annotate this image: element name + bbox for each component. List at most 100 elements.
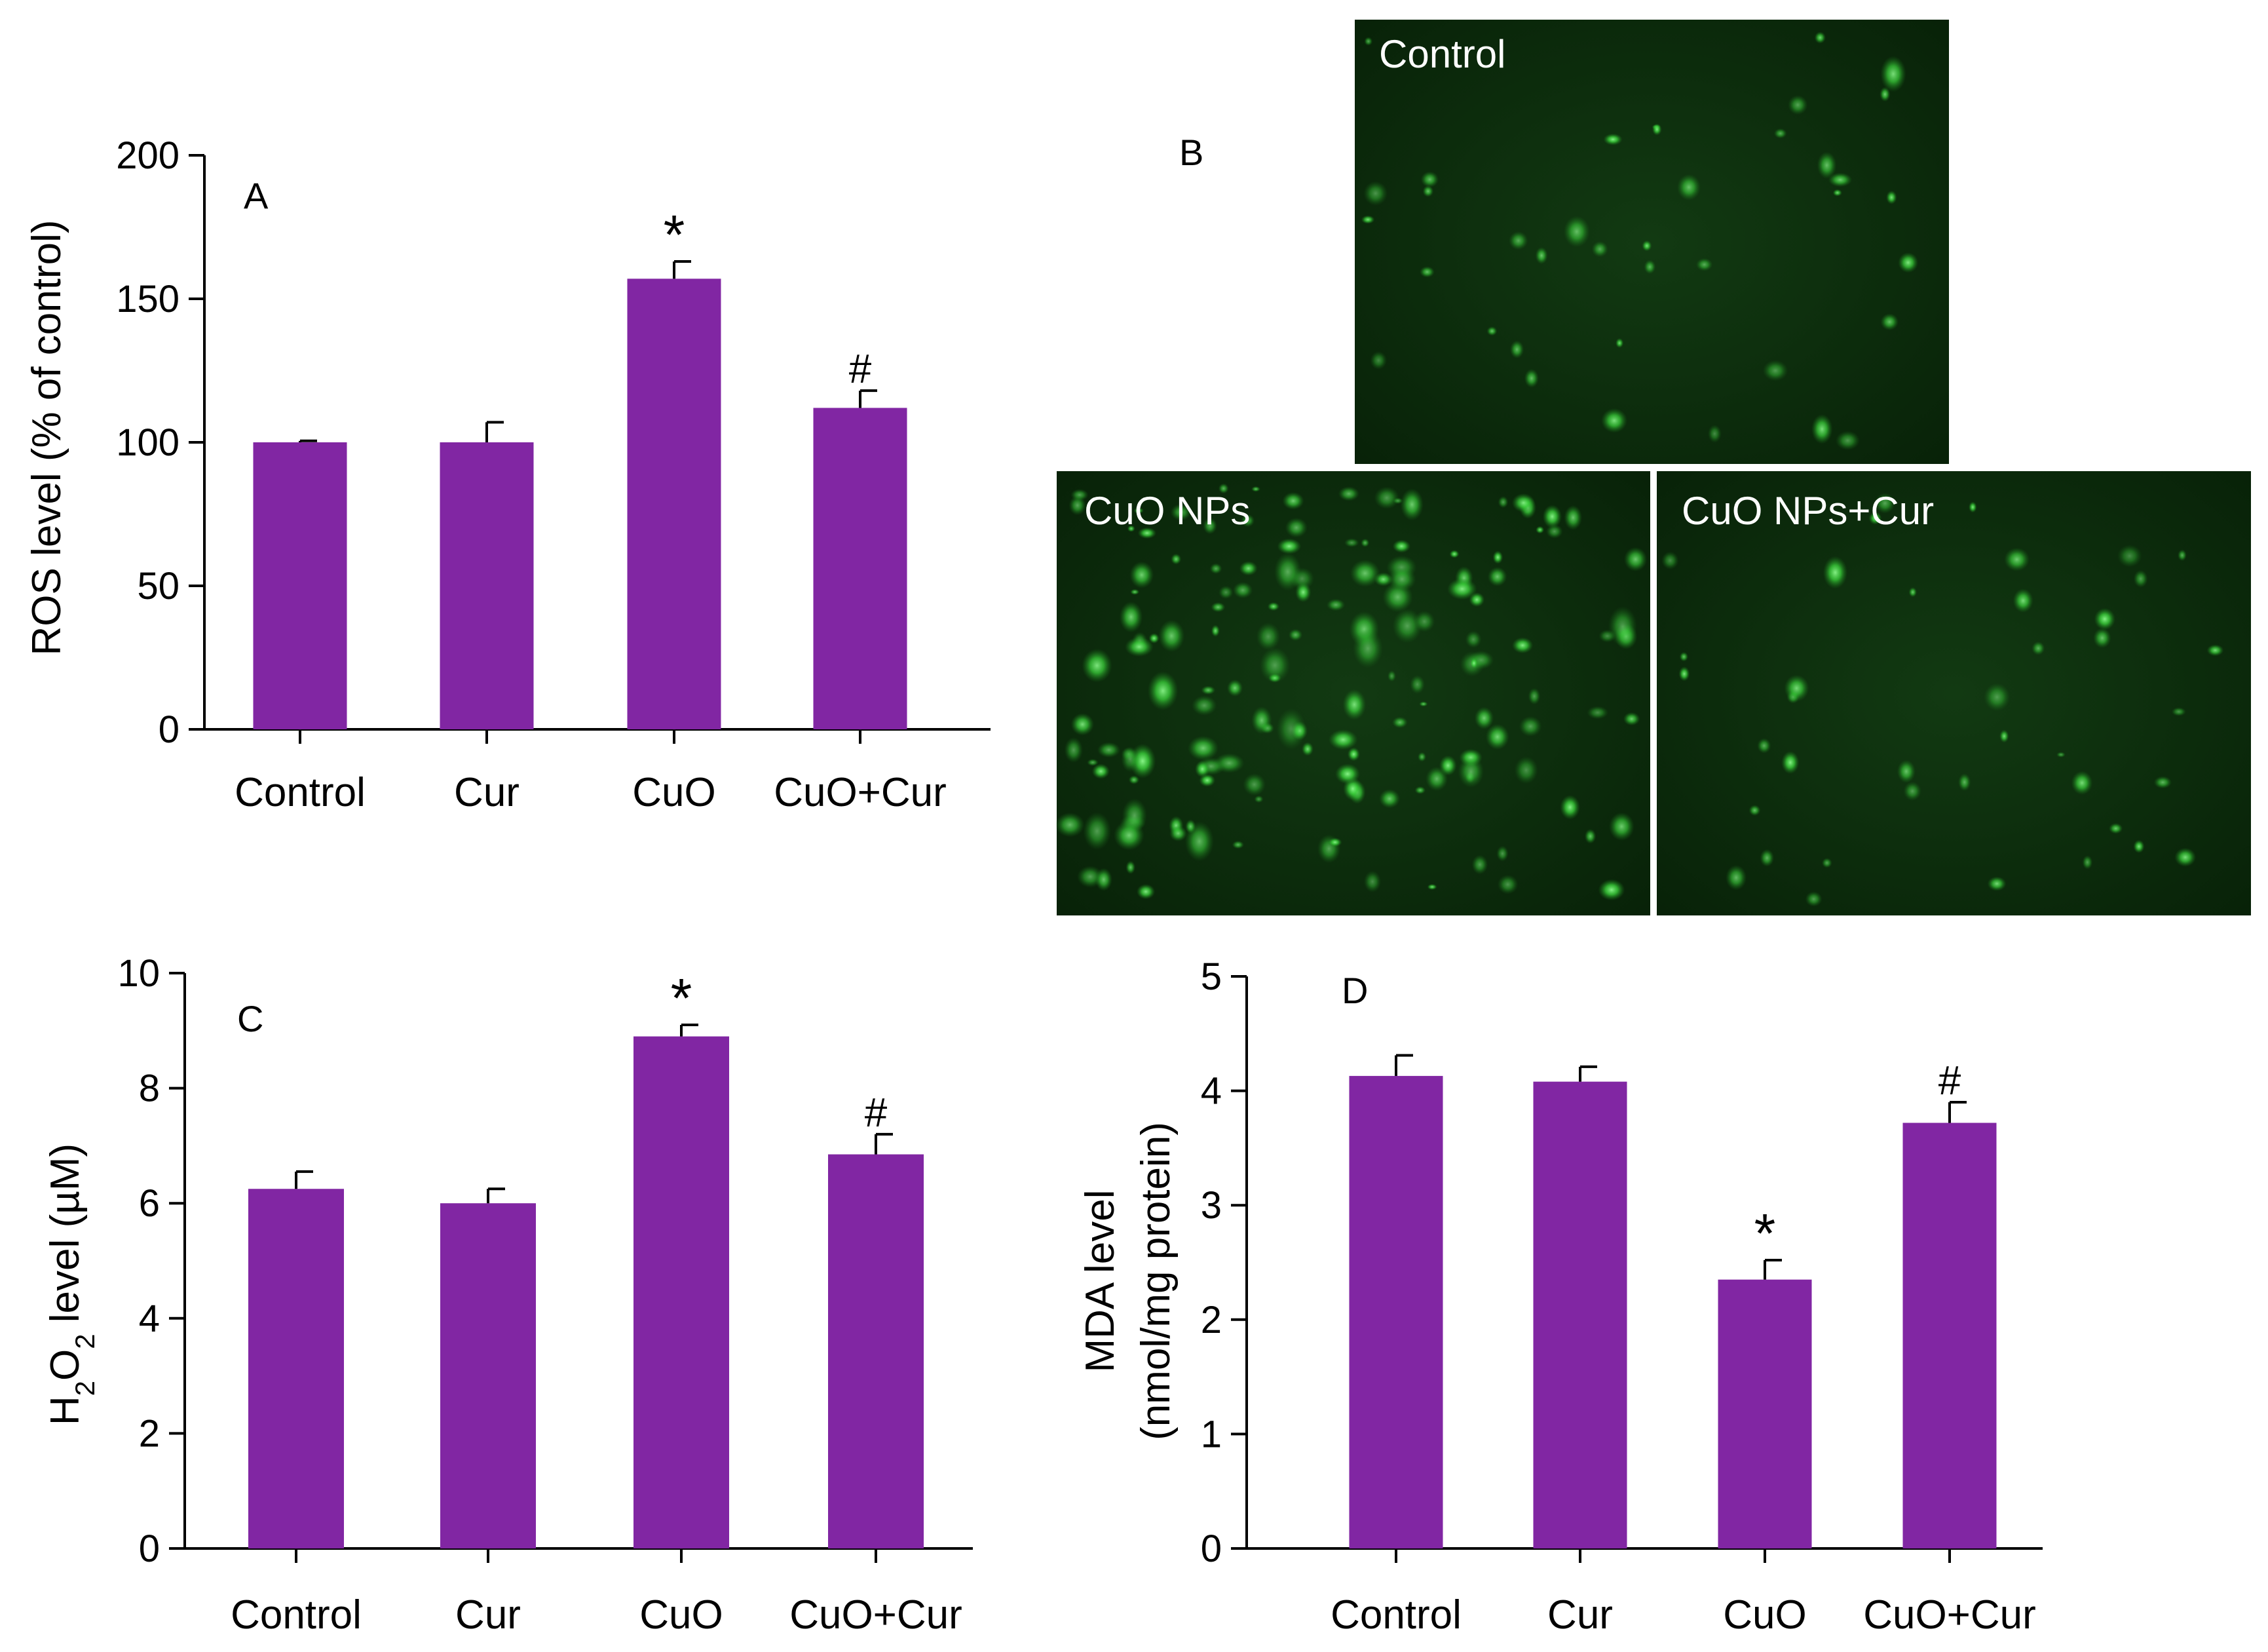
y-tick-label: 4 xyxy=(139,1297,160,1340)
fluorescent-cell xyxy=(1486,326,1498,336)
fluorescent-cell xyxy=(1542,505,1562,529)
fluorescent-cell xyxy=(1328,837,1342,847)
micrograph-label: CuO NPs+Cur xyxy=(1682,489,1934,533)
fluorescent-cell xyxy=(2071,771,2093,795)
micrograph-control: Control xyxy=(1355,20,1949,464)
fluorescent-cell xyxy=(1211,602,1226,613)
fluorescent-cell xyxy=(1524,368,1539,388)
fluorescent-cell xyxy=(1509,231,1528,250)
fluorescent-cell xyxy=(1898,252,1919,273)
fluorescent-cell xyxy=(2174,847,2197,867)
fluorescent-cell xyxy=(1064,737,1084,763)
fluorescent-cell xyxy=(1474,706,1494,730)
fluorescent-cell xyxy=(1788,95,1808,115)
chart-panel-c: C H2O2 level (µM) 0 2 4 6 8 10 Control Cur * CuO #… xyxy=(43,952,973,1638)
fluorescent-cell xyxy=(1465,630,1482,648)
fluorescent-cell xyxy=(1485,723,1509,750)
fluorescent-cell xyxy=(2206,644,2224,657)
fluorescent-cell xyxy=(1519,716,1542,737)
y-tick-label: 2 xyxy=(1201,1299,1222,1341)
fluorescent-cell xyxy=(1387,670,1397,682)
category-label: Control xyxy=(235,770,366,815)
fluorescent-cell xyxy=(1987,876,2007,891)
fluorescent-cell xyxy=(1999,729,2009,743)
fluorescent-cell xyxy=(1828,172,1853,187)
y-tick-label: 1 xyxy=(1201,1413,1222,1455)
fluorescent-cell xyxy=(2056,752,2066,758)
fluorescent-cell xyxy=(1886,190,1897,204)
fluorescent-cell xyxy=(1070,713,1095,736)
fluorescent-cell xyxy=(1598,879,1625,901)
fluorescent-cell xyxy=(2171,707,2186,716)
fluorescent-cell xyxy=(1114,820,1144,851)
bar xyxy=(440,442,534,729)
fluorescent-cell xyxy=(1241,514,1255,528)
fluorescent-cell xyxy=(1835,431,1860,451)
fluorescent-cell xyxy=(1121,746,1140,773)
fluorescent-cell xyxy=(1492,550,1503,564)
fluorescent-cell xyxy=(1511,637,1534,654)
fluorescent-cell xyxy=(1511,493,1536,512)
fluorescent-cell xyxy=(1379,789,1401,809)
fluorescent-cell xyxy=(1218,585,1234,600)
y-tick-label: 150 xyxy=(116,278,180,320)
fluorescent-cell xyxy=(1091,763,1110,779)
fluorescent-cell xyxy=(2178,549,2187,562)
fluorescent-cell xyxy=(1805,891,1823,907)
fluorescent-cell xyxy=(1623,712,1640,726)
y-tick-label: 0 xyxy=(159,708,180,751)
cell-layer xyxy=(1661,493,2224,907)
fluorescent-cell xyxy=(1528,687,1541,705)
fluorescent-cell xyxy=(2133,839,2145,853)
fluorescent-cell xyxy=(2153,776,2172,789)
fluorescent-cell xyxy=(1560,795,1580,820)
fluorescent-cell xyxy=(1591,240,1608,258)
fluorescent-cell xyxy=(1868,511,1882,525)
y-tick-label: 6 xyxy=(139,1182,160,1225)
fluorescent-cell xyxy=(1203,517,1217,535)
fluorescent-cell xyxy=(2013,588,2033,613)
y-tick-label: 10 xyxy=(117,952,160,995)
fluorescent-cell xyxy=(1414,611,1435,632)
y-axis-label: MDA level xyxy=(1078,1189,1123,1372)
fluorescent-cell xyxy=(1587,706,1609,720)
fluorescent-cell xyxy=(1187,735,1219,761)
fluorescent-cell xyxy=(1259,647,1291,683)
significance-marker: * xyxy=(664,204,685,265)
fluorescent-cell xyxy=(1623,547,1648,572)
category-label: Cur xyxy=(1547,1592,1613,1638)
fluorescent-cell xyxy=(1726,864,1747,891)
category-label: CuO+Cur xyxy=(774,770,947,815)
fluorescent-cell xyxy=(1469,592,1485,607)
fluorescent-cell xyxy=(1652,123,1662,136)
fluorescent-cell xyxy=(1608,812,1635,841)
fluorescent-cell xyxy=(1420,171,1439,188)
bar xyxy=(813,408,907,729)
category-label: Cur xyxy=(454,770,520,815)
fluorescent-cell xyxy=(1363,181,1388,206)
fluorescent-cell xyxy=(1301,742,1314,756)
fluorescent-cell xyxy=(1695,258,1713,271)
fluorescent-cell xyxy=(1509,340,1524,359)
panel-d-letter: D xyxy=(1342,970,1368,1011)
fluorescent-cell xyxy=(1243,773,1266,796)
fluorescent-cell xyxy=(1251,706,1272,735)
fluorescent-cell xyxy=(1458,755,1484,788)
category-label: Control xyxy=(231,1592,362,1638)
fluorescent-cell xyxy=(1125,860,1136,874)
fluorescent-cell xyxy=(1642,240,1652,252)
bar xyxy=(1718,1279,1812,1548)
fluorescent-cell xyxy=(1370,351,1388,370)
fluorescent-cell xyxy=(1908,586,1918,598)
fluorescent-cell xyxy=(1127,525,1135,532)
fluorescent-cell xyxy=(1880,313,1899,331)
fluorescent-cell xyxy=(1410,675,1426,694)
category-label: CuO+Cur xyxy=(789,1592,962,1638)
fluorescent-cell xyxy=(1420,266,1435,278)
fluorescent-cell xyxy=(1232,840,1245,849)
bar xyxy=(248,1189,344,1548)
significance-marker: * xyxy=(671,967,692,1029)
bar xyxy=(440,1203,536,1548)
fluorescent-cell xyxy=(1239,561,1258,576)
y-tick-label: 200 xyxy=(116,134,180,177)
